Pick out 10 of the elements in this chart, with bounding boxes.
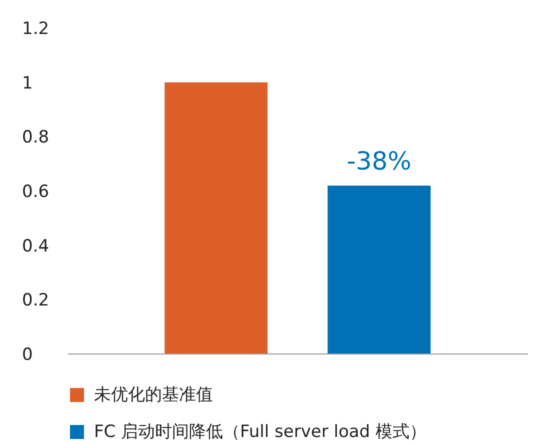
y-tick-label: 1 xyxy=(22,73,33,94)
legend-label: 未优化的基准值 xyxy=(94,384,213,406)
y-tick-label: 0.4 xyxy=(22,236,50,256)
y-tick-label: 0 xyxy=(22,345,33,366)
annotation: -38% xyxy=(346,146,412,176)
y-tick-label: 0.2 xyxy=(22,290,50,311)
y-tick-label: 0.6 xyxy=(22,182,50,202)
y-tick-label: 1.2 xyxy=(22,19,50,40)
y-tick-label: 0.8 xyxy=(22,128,50,148)
legend-label: FC 启动时间降低（Full server load 模式） xyxy=(94,421,426,443)
